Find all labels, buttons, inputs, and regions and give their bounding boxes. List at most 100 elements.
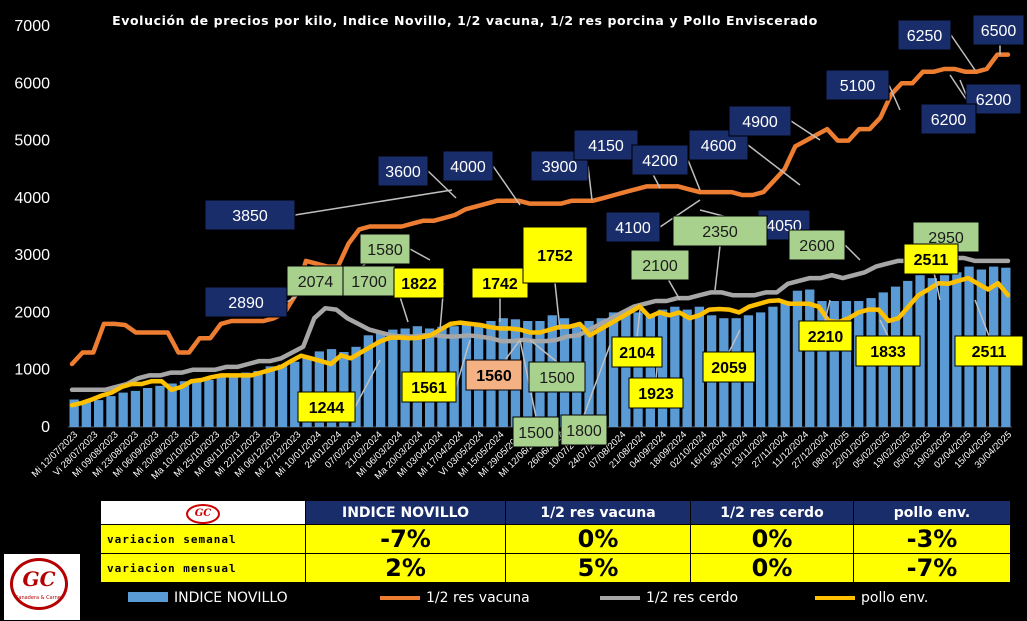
bar <box>780 301 790 427</box>
gc-logo-ring: GC Ganadera & Carnes <box>10 558 68 610</box>
data-label-box <box>204 199 296 231</box>
data-label: 1800 <box>566 423 602 440</box>
bar <box>204 380 214 427</box>
data-label: 4100 <box>615 220 651 237</box>
bar <box>241 372 251 427</box>
bar <box>682 309 692 427</box>
y-tick-label: 1000 <box>14 362 50 379</box>
data-label-box <box>393 267 445 299</box>
data-label-box <box>359 233 411 265</box>
gc-logo-text: GC <box>22 567 56 591</box>
data-label: 2104 <box>619 345 655 362</box>
y-tick-label: 0 <box>41 419 50 436</box>
data-label-box <box>855 335 921 367</box>
data-label-box <box>688 129 749 161</box>
leader-line <box>529 339 558 363</box>
bar <box>596 318 606 427</box>
data-label-box <box>605 211 661 243</box>
data-label-box <box>788 229 846 261</box>
series-line-3 <box>69 275 1011 408</box>
data-label: 4150 <box>588 138 624 155</box>
data-label-box <box>920 103 977 135</box>
data-label: 3900 <box>542 159 578 176</box>
value-cell: 5% <box>505 553 691 583</box>
bar <box>314 351 324 427</box>
data-label: 2890 <box>228 295 264 312</box>
bar <box>192 379 202 427</box>
legend-label-res-vacuna: 1/2 res vacuna <box>426 590 530 606</box>
header-pollo: pollo env. <box>853 500 1011 525</box>
leader-line <box>714 245 721 291</box>
leader-line <box>492 165 521 206</box>
bar <box>326 349 337 427</box>
bar <box>228 374 239 427</box>
bar <box>670 306 680 427</box>
leader-line <box>519 339 537 418</box>
leader-line <box>554 282 561 331</box>
bar <box>792 290 803 427</box>
bar <box>155 385 165 427</box>
data-label: 3600 <box>385 164 421 181</box>
bar <box>388 329 398 427</box>
header-res-vacuna: 1/2 res vacuna <box>505 500 691 525</box>
data-label: 1700 <box>351 274 387 291</box>
data-label: 1742 <box>482 276 518 293</box>
data-label: 3850 <box>232 208 268 225</box>
series-line-1 <box>69 52 1011 367</box>
data-label-box <box>628 377 684 409</box>
bar <box>69 399 79 427</box>
data-label: 6200 <box>931 112 967 129</box>
row-mensual: variacion mensual 2% 5% 0% -7% <box>100 553 1011 583</box>
y-tick-label: 7000 <box>14 18 50 35</box>
row-label: variacion semanal <box>100 524 306 554</box>
data-label: 2210 <box>808 329 844 346</box>
y-tick-label: 6000 <box>14 75 50 92</box>
bar <box>694 306 704 427</box>
bar <box>253 370 263 427</box>
data-label: 2074 <box>298 274 334 291</box>
leader-line <box>409 248 431 261</box>
leader-line <box>427 170 457 199</box>
row-semanal: variacion semanal -7% 0% 0% -3% <box>100 524 1011 554</box>
y-tick-label: 2000 <box>14 304 50 321</box>
bar <box>143 388 153 427</box>
data-label-box <box>702 351 756 383</box>
bar <box>621 311 631 427</box>
data-label-box <box>798 320 853 352</box>
leader-line <box>455 339 471 388</box>
price-chart: Evolución de precios por kilo, Indice No… <box>14 13 1025 482</box>
data-label: 2059 <box>711 360 747 377</box>
bar <box>130 390 141 427</box>
bar <box>657 309 668 427</box>
data-label-box <box>560 414 608 446</box>
y-tick-label: 5000 <box>14 133 50 150</box>
data-label: 5100 <box>840 78 876 95</box>
data-label: 2600 <box>799 238 835 255</box>
leader-line <box>354 359 381 408</box>
leader-line <box>790 120 821 141</box>
bar <box>81 401 91 427</box>
data-label-box <box>442 150 494 182</box>
leader-line <box>888 84 901 111</box>
bar <box>645 315 655 427</box>
data-label: 2511 <box>972 344 1007 361</box>
data-label: 1752 <box>537 248 573 265</box>
value-cell: -7% <box>853 553 1011 583</box>
leader-line <box>636 309 641 338</box>
legend-swatch-indice-novillo <box>128 592 168 602</box>
bar <box>339 352 349 427</box>
data-label-box <box>611 336 663 368</box>
bar <box>376 332 386 427</box>
leader-line <box>747 144 801 186</box>
legend-swatch-res-cerdo <box>600 596 640 600</box>
data-label: 4900 <box>742 114 778 131</box>
header-indice-novillo: INDICE NOVILLO <box>305 500 506 525</box>
data-label-box <box>825 69 890 101</box>
table-logo-cell: GC <box>100 500 306 525</box>
data-label: 2511 <box>914 252 949 269</box>
bar <box>179 381 190 427</box>
series-line-2 <box>69 255 1011 393</box>
leader-line <box>974 299 990 337</box>
leader-line <box>824 299 831 322</box>
bar <box>118 392 128 427</box>
